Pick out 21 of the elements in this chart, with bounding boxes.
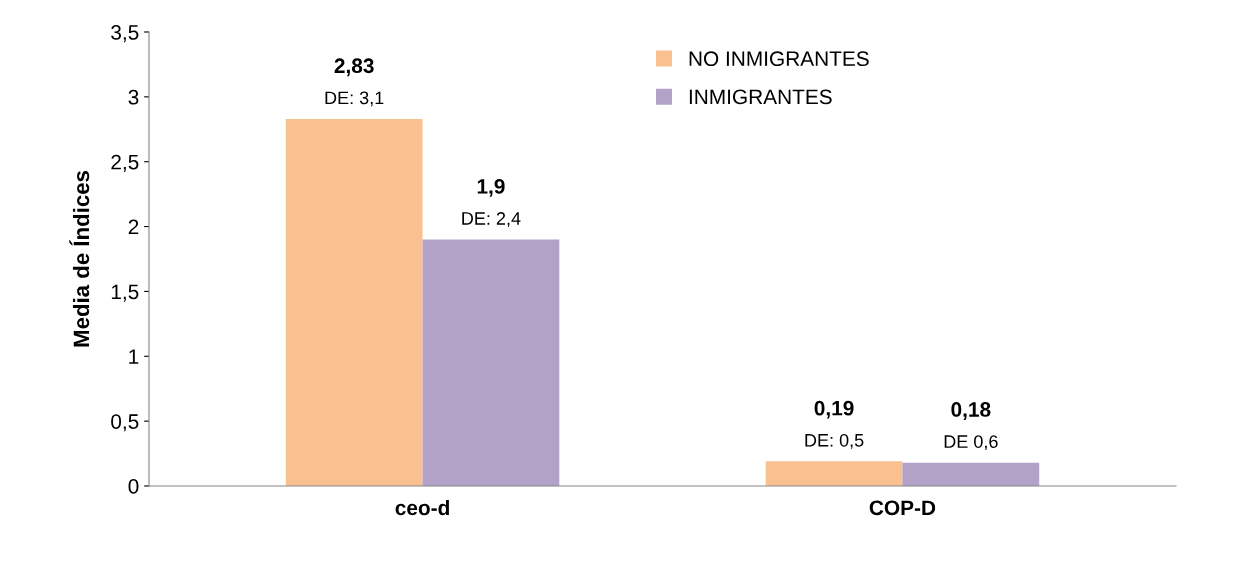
data-label: 2,83 DE: 3,1 xyxy=(325,58,384,107)
data-label: 0,18 DE 0,6 xyxy=(944,402,998,451)
y-tick-label: 1,5 xyxy=(111,284,139,302)
y-tick-label: 2,5 xyxy=(111,154,139,172)
bar xyxy=(285,118,423,486)
y-axis-title: Media de Índices xyxy=(69,170,90,347)
y-tick-label: 0 xyxy=(128,479,139,494)
legend-label: NO INMIGRANTES xyxy=(689,51,869,67)
y-tick-label: 3,5 xyxy=(111,25,139,43)
x-tick-label: COP-D xyxy=(869,500,936,516)
data-label: 0,19 DE: 0,5 xyxy=(805,400,864,449)
y-tick-label: 3 xyxy=(128,89,139,105)
bar xyxy=(902,462,1040,486)
y-tick-label: 2 xyxy=(128,219,139,235)
bar xyxy=(765,461,903,486)
x-tick-label: ceo-d xyxy=(395,499,449,516)
legend-label: INMIGRANTES xyxy=(689,89,832,105)
y-tick-label: 0,5 xyxy=(111,414,139,432)
data-label: 1,9 DE: 2,4 xyxy=(462,179,521,227)
y-tick-label: 1 xyxy=(129,349,139,364)
bar xyxy=(422,239,560,486)
